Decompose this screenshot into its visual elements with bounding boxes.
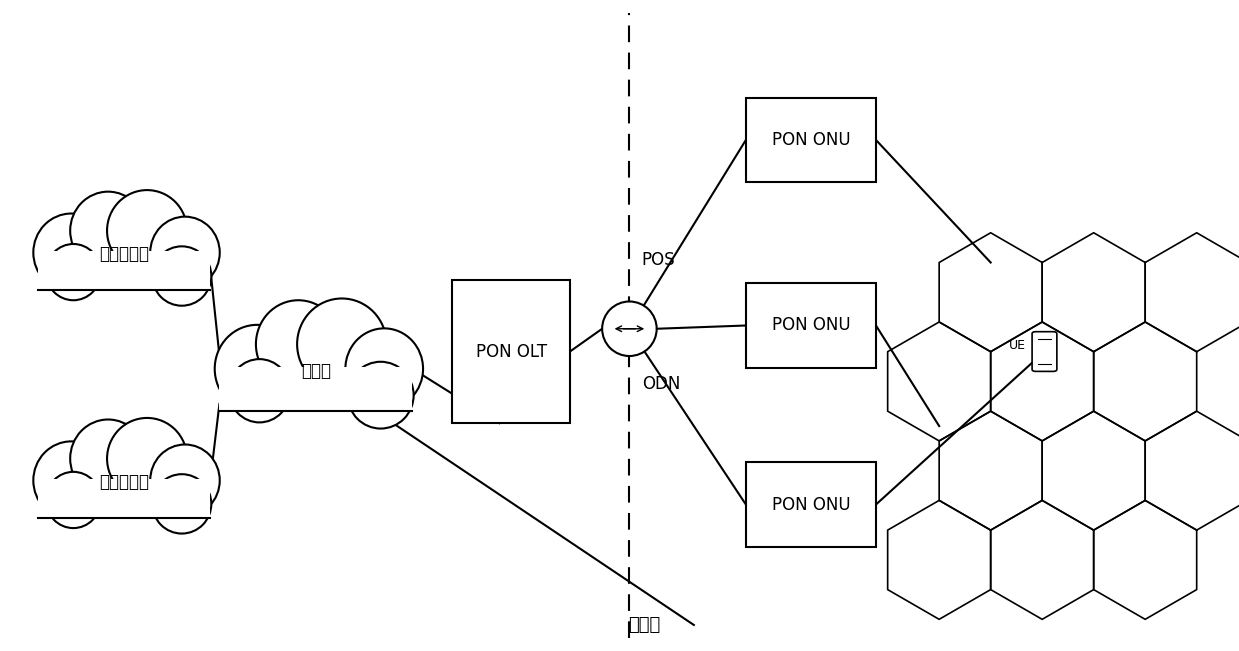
Polygon shape (1094, 501, 1197, 619)
Ellipse shape (602, 301, 657, 356)
Text: PON ONU: PON ONU (772, 495, 850, 514)
Polygon shape (991, 501, 1094, 619)
Ellipse shape (214, 325, 300, 413)
Polygon shape (939, 233, 1042, 352)
Text: UE: UE (1009, 339, 1026, 352)
Ellipse shape (71, 191, 146, 270)
Ellipse shape (152, 474, 212, 534)
Polygon shape (1042, 233, 1145, 352)
Text: 固定核心网: 固定核心网 (99, 245, 149, 263)
Text: 宏基站: 宏基站 (628, 616, 660, 634)
Ellipse shape (348, 362, 414, 428)
Polygon shape (1042, 411, 1145, 530)
Text: POS: POS (642, 251, 675, 270)
FancyBboxPatch shape (219, 367, 413, 411)
Ellipse shape (256, 300, 341, 388)
Ellipse shape (28, 455, 219, 521)
Polygon shape (1094, 322, 1197, 441)
FancyBboxPatch shape (746, 462, 876, 547)
Ellipse shape (33, 441, 109, 519)
Ellipse shape (150, 217, 219, 288)
Text: 移动核心网: 移动核心网 (99, 473, 149, 491)
Text: PON ONU: PON ONU (772, 131, 850, 149)
Ellipse shape (28, 227, 219, 294)
Text: ODN: ODN (642, 375, 680, 393)
Ellipse shape (46, 472, 100, 528)
Ellipse shape (297, 298, 387, 390)
Polygon shape (939, 411, 1042, 530)
FancyBboxPatch shape (452, 280, 570, 423)
Ellipse shape (150, 445, 219, 516)
Ellipse shape (33, 214, 109, 292)
Polygon shape (1145, 411, 1239, 530)
Ellipse shape (229, 359, 290, 422)
Text: 承载网: 承载网 (301, 362, 331, 380)
Ellipse shape (209, 340, 421, 415)
Polygon shape (887, 322, 991, 441)
Text: PON ONU: PON ONU (772, 316, 850, 335)
Polygon shape (1145, 233, 1239, 352)
Ellipse shape (107, 190, 187, 271)
FancyBboxPatch shape (746, 98, 876, 182)
Ellipse shape (152, 246, 212, 306)
Text: PON OLT: PON OLT (476, 342, 546, 361)
Polygon shape (991, 322, 1094, 441)
Ellipse shape (46, 244, 100, 300)
FancyBboxPatch shape (1032, 332, 1057, 371)
FancyBboxPatch shape (746, 283, 876, 368)
FancyBboxPatch shape (37, 479, 211, 518)
FancyBboxPatch shape (37, 251, 211, 290)
Polygon shape (887, 501, 991, 619)
Ellipse shape (71, 419, 146, 497)
Ellipse shape (107, 418, 187, 499)
Ellipse shape (346, 328, 422, 409)
